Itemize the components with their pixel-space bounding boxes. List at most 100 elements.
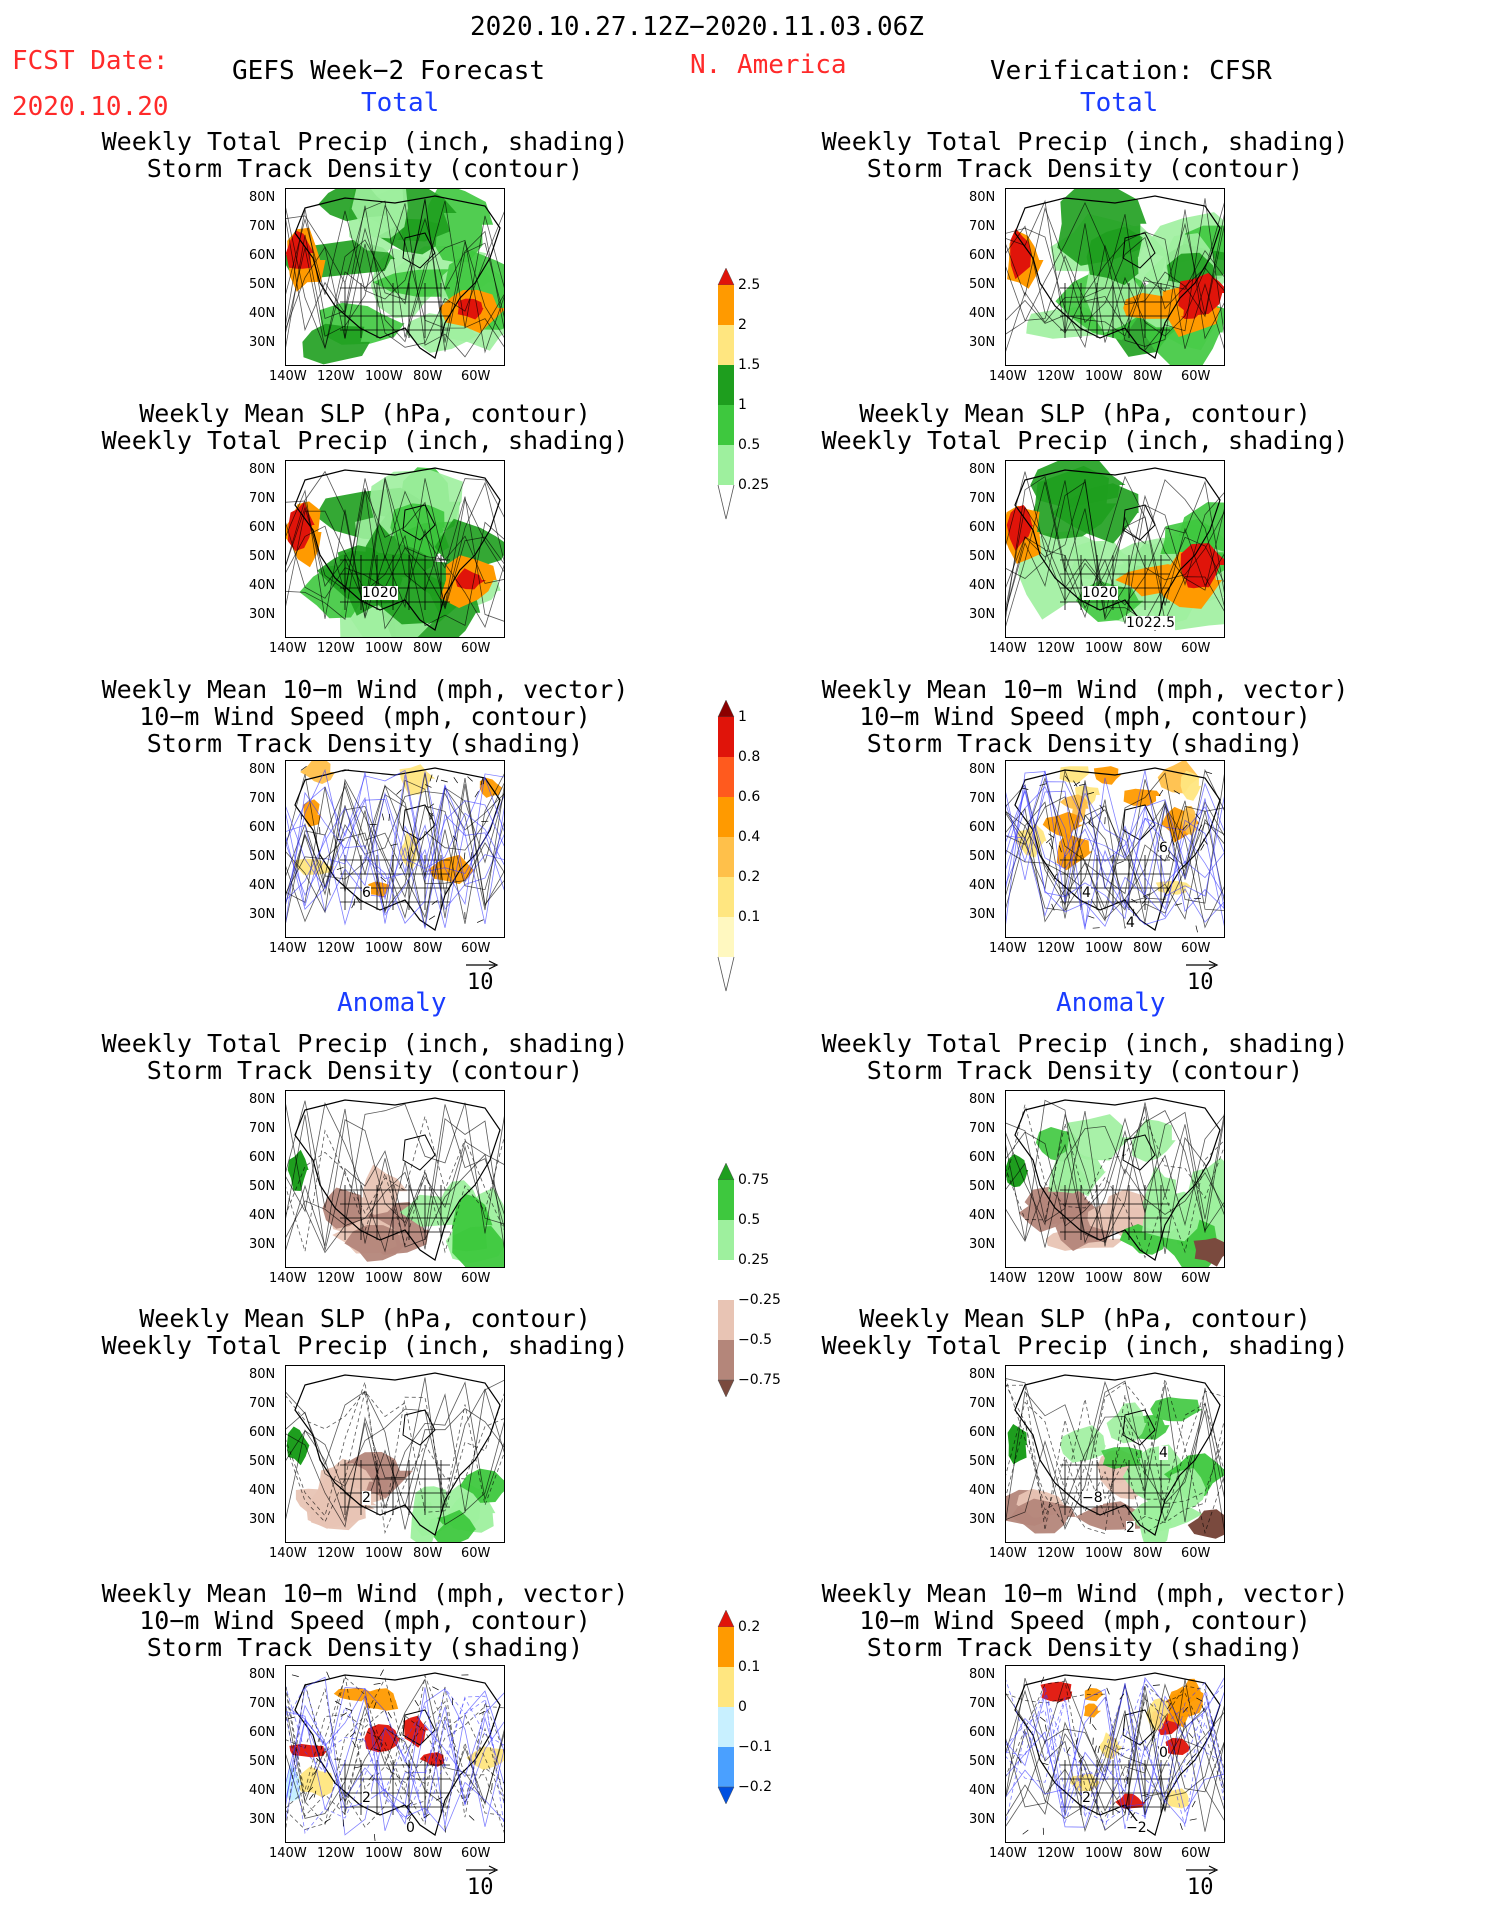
lat-tick-label: 70N (249, 791, 276, 806)
lat-tick-label: 30N (249, 1512, 276, 1527)
map-slp_precip-anom-verification (1005, 1365, 1225, 1543)
lon-tick-label: 140W (989, 941, 1027, 956)
colorbar-label: −0.75 (738, 1372, 781, 1388)
lon-tick-label: 120W (1037, 1546, 1075, 1561)
lon-tick-label: 60W (461, 641, 491, 656)
section-total-right: Total (1080, 88, 1159, 118)
colorbar-label: 2 (738, 317, 747, 333)
panel-title-line: Storm Track Density (contour) (146, 1056, 584, 1085)
colorbar-label: 0.25 (738, 477, 770, 493)
lon-tick-label: 60W (461, 941, 491, 956)
colorbar-precip-anomaly (717, 1163, 735, 1398)
panel-title-line: Weekly Total Precip (inch, shading) (101, 1029, 629, 1058)
lon-tick-label: 120W (317, 1846, 355, 1861)
lat-tick-label: 30N (249, 1812, 276, 1827)
lon-tick-label: 80W (413, 1546, 443, 1561)
panel-title-line: Weekly Total Precip (inch, shading) (821, 1029, 1349, 1058)
contour-label: 0 (1159, 1745, 1168, 1761)
lat-tick-label: 30N (969, 1237, 996, 1252)
panel-title-line: Storm Track Density (shading) (866, 1633, 1304, 1662)
colorbar-label: 0.25 (738, 1252, 770, 1268)
lon-tick-label: 80W (1133, 941, 1163, 956)
lon-tick-label: 140W (269, 369, 307, 384)
panel-title-line: 10−m Wind Speed (mph, contour) (139, 1606, 591, 1635)
lon-tick-label: 100W (1085, 369, 1123, 384)
lat-tick-label: 30N (249, 907, 276, 922)
left-title: GEFS Week−2 Forecast (232, 56, 546, 86)
lat-tick-label: 70N (969, 491, 996, 506)
panel-title-3-1: Weekly Total Precip (inch, shading) Storm… (725, 1030, 1445, 1084)
lon-tick-label: 80W (1133, 369, 1163, 384)
lon-tick-label: 80W (413, 1846, 443, 1861)
panel-title-line: Storm Track Density (shading) (146, 729, 584, 758)
lon-tick-label: 80W (413, 941, 443, 956)
lat-tick-label: 80N (969, 462, 996, 477)
lat-tick-label: 40N (969, 1783, 996, 1798)
lat-tick-label: 70N (249, 219, 276, 234)
lon-tick-label: 100W (1085, 1546, 1123, 1561)
lon-tick-label: 100W (365, 1271, 403, 1286)
map-slp_precip-total-forecast (285, 460, 505, 638)
lat-tick-label: 60N (249, 248, 276, 263)
lat-tick-label: 30N (249, 335, 276, 350)
right-title: Verification: CFSR (990, 56, 1272, 86)
lat-tick-label: 30N (969, 907, 996, 922)
lon-tick-label: 100W (1085, 1271, 1123, 1286)
lon-tick-label: 140W (989, 1271, 1027, 1286)
lat-tick-label: 60N (969, 1725, 996, 1740)
lat-tick-label: 60N (969, 1150, 996, 1165)
vector-reference-label: 10 (467, 1875, 494, 1900)
vector-reference-arrow-icon (1186, 1865, 1219, 1875)
lat-tick-label: 50N (249, 549, 276, 564)
colorbar-label: 2.5 (738, 277, 761, 293)
vector-reference-label: 10 (1187, 970, 1214, 995)
colorbar-label: −0.25 (738, 1292, 781, 1308)
lon-tick-label: 120W (317, 1271, 355, 1286)
contour-label: 2 (1082, 1789, 1091, 1806)
panel-title-line: Storm Track Density (contour) (866, 1056, 1304, 1085)
lon-tick-label: 140W (269, 1271, 307, 1286)
lon-tick-label: 80W (1133, 1846, 1163, 1861)
lat-tick-label: 40N (249, 878, 276, 893)
lat-tick-label: 40N (249, 578, 276, 593)
colorbar-label: 1 (738, 397, 747, 413)
lat-tick-label: 30N (969, 335, 996, 350)
lat-tick-label: 70N (249, 1396, 276, 1411)
contour-label: 6 (362, 884, 371, 901)
lat-tick-label: 70N (969, 1396, 996, 1411)
lat-tick-label: 80N (969, 1367, 996, 1382)
panel-title-line: Weekly Total Precip (inch, shading) (101, 426, 629, 455)
lat-tick-label: 50N (249, 1754, 276, 1769)
panel-title-line: Weekly Mean SLP (hPa, contour) (859, 399, 1311, 428)
colorbar-label: 0.8 (738, 749, 761, 765)
lat-tick-label: 40N (249, 1483, 276, 1498)
panel-title-line: 10−m Wind Speed (mph, contour) (859, 702, 1311, 731)
lat-tick-label: 70N (969, 219, 996, 234)
lon-tick-label: 140W (989, 1846, 1027, 1861)
section-anomaly-right: Anomaly (1056, 988, 1166, 1018)
colorbar-label: 0.2 (738, 1619, 761, 1635)
contour-label: 1022.5 (1126, 614, 1175, 631)
lat-tick-label: 40N (249, 306, 276, 321)
lat-tick-label: 60N (969, 520, 996, 535)
lon-tick-label: 60W (1181, 1546, 1211, 1561)
lon-tick-label: 80W (1133, 641, 1163, 656)
contour-label: 2 (362, 1489, 371, 1506)
lat-tick-label: 60N (249, 520, 276, 535)
lon-tick-label: 60W (1181, 941, 1211, 956)
colorbar-label: 0.5 (738, 437, 761, 453)
lon-tick-label: 60W (461, 1546, 491, 1561)
lat-tick-label: 80N (249, 462, 276, 477)
panel-title-2-0: Weekly Mean 10−m Wind (mph, vector) 10−m … (5, 676, 725, 757)
lon-tick-label: 80W (413, 641, 443, 656)
colorbar-label: 0.5 (738, 1212, 761, 1228)
panel-title-3-0: Weekly Total Precip (inch, shading) Storm… (5, 1030, 725, 1084)
lat-tick-label: 80N (969, 762, 996, 777)
lon-tick-label: 60W (1181, 641, 1211, 656)
map-wind_storm-anom-verification (1005, 1665, 1225, 1843)
map-precip_storm-total-forecast (285, 188, 505, 366)
panel-title-line: Weekly Total Precip (inch, shading) (101, 127, 629, 156)
colorbar-precip-total (717, 268, 735, 520)
colorbar-label: 0.6 (738, 789, 761, 805)
lat-tick-label: 70N (249, 491, 276, 506)
